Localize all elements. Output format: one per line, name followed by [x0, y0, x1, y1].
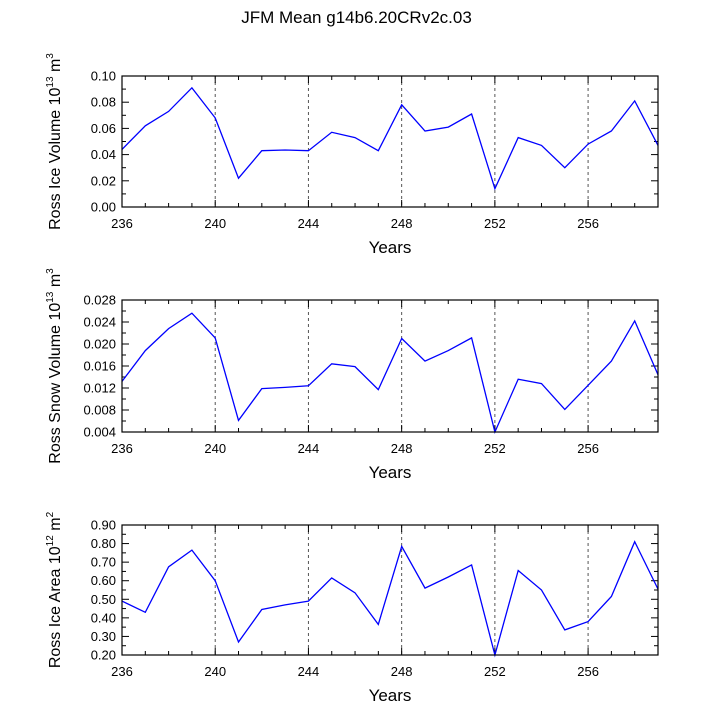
y-axis-label: Ross Ice Volume 1013 m3 — [45, 53, 64, 230]
x-axis-label: Years — [369, 686, 412, 705]
panel-1: 0.00 0.02 0.04 0.06 0.08 0.10 236 240 244 248 252 2… — [45, 53, 659, 257]
y-tick-label: 0.20 — [91, 648, 116, 663]
x-tick-label: 244 — [298, 664, 320, 679]
x-tick-label: 256 — [577, 216, 599, 231]
y-tick-label: 0.60 — [91, 573, 116, 588]
plot-frame — [121, 75, 659, 208]
y-tick-label: 0.028 — [83, 293, 116, 308]
x-tick-label: 252 — [484, 664, 506, 679]
series-line — [121, 540, 659, 658]
y-axis-label: Ross Snow Volume 1013 m3 — [45, 268, 64, 464]
y-tick-label: 0.08 — [91, 95, 116, 110]
x-tick-label: 244 — [298, 216, 320, 231]
x-tick-label: 236 — [111, 216, 133, 231]
y-tick-label: 0.024 — [83, 315, 116, 330]
y-tick-label: 0.10 — [91, 69, 116, 84]
x-tick-label: 248 — [391, 216, 413, 231]
y-tick-label: 0.008 — [83, 403, 116, 418]
y-tick-label: 0.04 — [91, 147, 116, 162]
x-tick-label: 252 — [484, 216, 506, 231]
page-title: JFM Mean g14b6.20CRv2c.03 — [241, 8, 472, 27]
y-tick-label: 0.020 — [83, 337, 116, 352]
plot-frame — [121, 299, 659, 433]
y-tick-label: 0.02 — [91, 173, 116, 188]
series-line — [121, 86, 659, 191]
y-tick-label: 0.80 — [91, 536, 116, 551]
x-tick-label: 240 — [204, 441, 226, 456]
x-tick-label: 248 — [391, 441, 413, 456]
y-axis-label: Ross Ice Area 1012 m2 — [45, 511, 64, 668]
y-tick-label: 0.70 — [91, 555, 116, 570]
x-tick-label: 236 — [111, 441, 133, 456]
y-tick-label: 0.50 — [91, 592, 116, 607]
y-tick-label: 0.012 — [83, 381, 116, 396]
y-tick-label: 0.40 — [91, 610, 116, 625]
series-line — [121, 312, 659, 435]
y-tick-label: 0.00 — [91, 200, 116, 215]
y-tick-label: 0.30 — [91, 629, 116, 644]
x-tick-label: 256 — [577, 664, 599, 679]
x-tick-label: 240 — [204, 664, 226, 679]
x-tick-label: 256 — [577, 441, 599, 456]
x-tick-label: 252 — [484, 441, 506, 456]
panel-3: 0.20 0.30 0.40 0.50 0.60 0.70 0.80 0.90 236 240 24… — [45, 511, 659, 705]
y-tick-label: 0.06 — [91, 121, 116, 136]
y-tick-label: 0.016 — [83, 359, 116, 374]
x-tick-label: 240 — [204, 216, 226, 231]
x-tick-label: 236 — [111, 664, 133, 679]
y-tick-label: 0.90 — [91, 518, 116, 533]
panel-2: 0.004 0.008 0.012 0.016 0.020 0.024 0.028 236 24… — [45, 268, 659, 482]
x-axis-label: Years — [369, 238, 412, 257]
x-axis-label: Years — [369, 463, 412, 482]
plot-frame — [121, 524, 659, 656]
x-tick-label: 244 — [298, 441, 320, 456]
y-tick-label: 0.004 — [83, 425, 116, 440]
x-tick-label: 248 — [391, 664, 413, 679]
